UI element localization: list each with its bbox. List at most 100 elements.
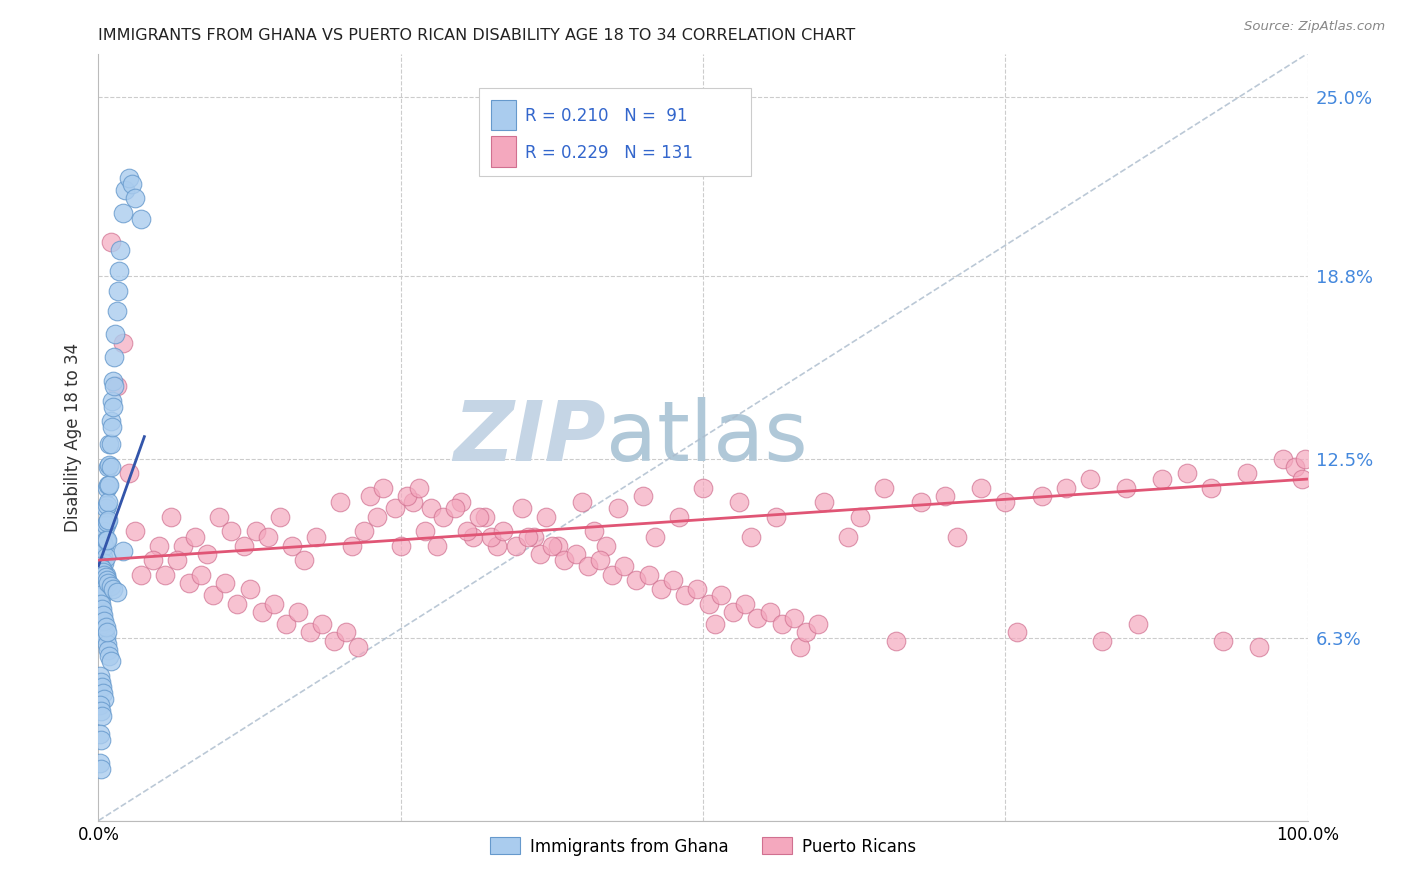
Point xyxy=(97,460,120,475)
Point xyxy=(101,400,124,414)
Point xyxy=(105,304,128,318)
Point xyxy=(576,558,599,573)
Point xyxy=(534,509,557,524)
Point xyxy=(765,509,787,524)
Point xyxy=(486,539,509,553)
Point xyxy=(226,597,249,611)
Point xyxy=(96,637,118,651)
Point xyxy=(97,576,120,591)
Point xyxy=(148,539,170,553)
Point xyxy=(90,762,112,776)
Point xyxy=(347,640,370,654)
Point xyxy=(602,567,624,582)
Point xyxy=(910,495,932,509)
Point xyxy=(129,211,152,226)
Point xyxy=(692,481,714,495)
Point xyxy=(96,481,118,495)
Point xyxy=(481,530,503,544)
Point xyxy=(807,616,830,631)
Point xyxy=(89,756,111,770)
Point xyxy=(395,490,418,504)
Point xyxy=(89,597,111,611)
Point xyxy=(305,530,328,544)
Point xyxy=(105,379,128,393)
Point xyxy=(323,634,346,648)
Point xyxy=(93,539,115,553)
Point xyxy=(335,625,357,640)
Point xyxy=(91,582,114,596)
Point xyxy=(96,516,118,530)
Point xyxy=(89,698,111,712)
Point xyxy=(668,509,690,524)
Point xyxy=(468,509,491,524)
Point xyxy=(96,625,118,640)
Point xyxy=(90,597,112,611)
Point xyxy=(402,495,425,509)
Point xyxy=(96,533,118,547)
Point xyxy=(758,605,780,619)
Text: IMMIGRANTS FROM GHANA VS PUERTO RICAN DISABILITY AGE 18 TO 34 CORRELATION CHART: IMMIGRANTS FROM GHANA VS PUERTO RICAN DI… xyxy=(98,28,856,43)
Point xyxy=(492,524,515,538)
Legend: Immigrants from Ghana, Puerto Ricans: Immigrants from Ghana, Puerto Ricans xyxy=(484,830,922,863)
Point xyxy=(782,611,804,625)
Point xyxy=(389,539,412,553)
Point xyxy=(93,556,115,570)
Point xyxy=(595,539,617,553)
Text: ZIP: ZIP xyxy=(454,397,606,477)
Point xyxy=(747,611,769,625)
Point xyxy=(1294,451,1316,466)
Point xyxy=(221,524,243,538)
Point xyxy=(91,611,114,625)
Point xyxy=(111,544,134,558)
Point xyxy=(121,177,143,191)
Point xyxy=(1115,481,1137,495)
Point xyxy=(103,351,125,365)
Text: Source: ZipAtlas.com: Source: ZipAtlas.com xyxy=(1244,20,1385,33)
Point xyxy=(97,495,120,509)
Point xyxy=(371,481,394,495)
Point xyxy=(100,579,122,593)
Point xyxy=(100,420,122,434)
Point xyxy=(934,490,956,504)
Point xyxy=(794,625,817,640)
Point xyxy=(631,490,654,504)
Point xyxy=(98,648,121,663)
Point xyxy=(510,501,533,516)
Point xyxy=(1091,634,1114,648)
Point xyxy=(1078,472,1101,486)
Point xyxy=(208,509,231,524)
Point xyxy=(90,567,112,582)
Point xyxy=(98,437,121,451)
Point xyxy=(571,495,593,509)
Point xyxy=(873,481,896,495)
Point xyxy=(98,458,121,472)
Point xyxy=(97,478,120,492)
Point xyxy=(91,544,114,558)
Point xyxy=(111,336,134,351)
Point xyxy=(589,553,612,567)
Point xyxy=(770,616,793,631)
Point xyxy=(94,518,117,533)
Point xyxy=(704,616,727,631)
Point xyxy=(1212,634,1234,648)
Point xyxy=(849,509,872,524)
Point xyxy=(94,533,117,547)
Point xyxy=(103,379,125,393)
Point xyxy=(91,602,114,616)
Point xyxy=(91,558,114,573)
Point xyxy=(190,567,212,582)
Point xyxy=(96,574,118,588)
Point xyxy=(90,704,112,718)
Point xyxy=(1175,467,1198,481)
Point xyxy=(311,616,333,631)
Point xyxy=(111,205,134,219)
Point xyxy=(697,597,720,611)
Point xyxy=(450,495,472,509)
Point xyxy=(329,495,352,509)
Point xyxy=(287,605,309,619)
Point xyxy=(184,530,207,544)
Point xyxy=(100,437,122,451)
Point xyxy=(1272,451,1295,466)
Point xyxy=(263,597,285,611)
Point xyxy=(723,605,745,619)
